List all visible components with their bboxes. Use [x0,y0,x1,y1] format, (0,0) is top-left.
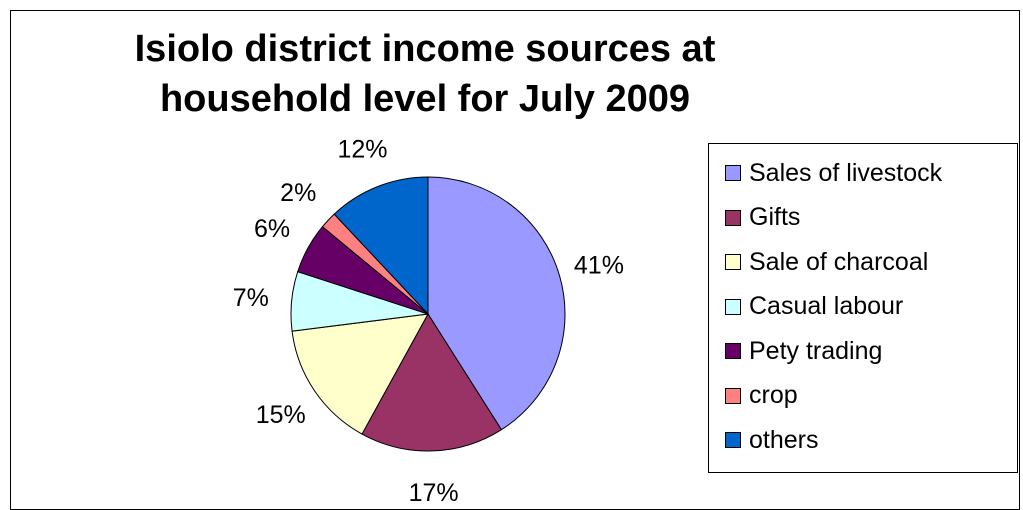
legend-swatch [725,254,741,270]
legend-item-sale-of-charcoal: Sale of charcoal [725,244,928,280]
pie-slice-gifts [361,313,503,452]
data-label-others: 12% [337,135,387,163]
legend-item-casual-labour: Casual labour [725,289,903,325]
data-label-casual-labour: 7% [233,284,269,312]
legend-label: crop [749,381,798,409]
pie-slice-sales-of-livestock [427,176,566,431]
chart-title: Isiolo district income sources at househ… [110,24,740,124]
legend-label: Sales of livestock [749,158,943,187]
legend-label: Gifts [749,203,801,231]
legend: Sales of livestock Gifts Sale of charcoal C… [708,143,1018,473]
legend-swatch [725,298,741,315]
legend-item-crop: crop [725,378,798,414]
legend-swatch [725,387,741,404]
data-label-sale-of-charcoal: 15% [256,401,306,429]
legend-swatch [725,343,741,359]
pie-slice-others [333,176,429,316]
data-label-crop: 2% [280,179,316,207]
legend-label: others [749,425,819,454]
data-label-pety-trading: 6% [254,215,290,243]
legend-item-sales-of-livestock: Sales of livestock [725,155,942,191]
chart-title-line-2: household level for July 2009 [159,78,691,120]
legend-swatch [725,432,741,448]
legend-item-pety-trading: Pety trading [725,333,882,369]
data-label-gifts: 17% [409,479,459,501]
legend-swatch [725,209,741,226]
legend-label: Sale of charcoal [749,247,929,276]
legend-item-gifts: Gifts [725,200,800,236]
legend-label: Casual labour [749,292,904,320]
chart-title-line-1: Isiolo district income sources at [134,28,716,70]
data-label-sales-of-livestock: 41% [574,251,624,279]
legend-swatch [725,165,741,181]
pie-slice-sale-of-charcoal [291,313,429,435]
legend-item-others: others [725,422,818,458]
legend-label: Pety trading [749,336,883,365]
